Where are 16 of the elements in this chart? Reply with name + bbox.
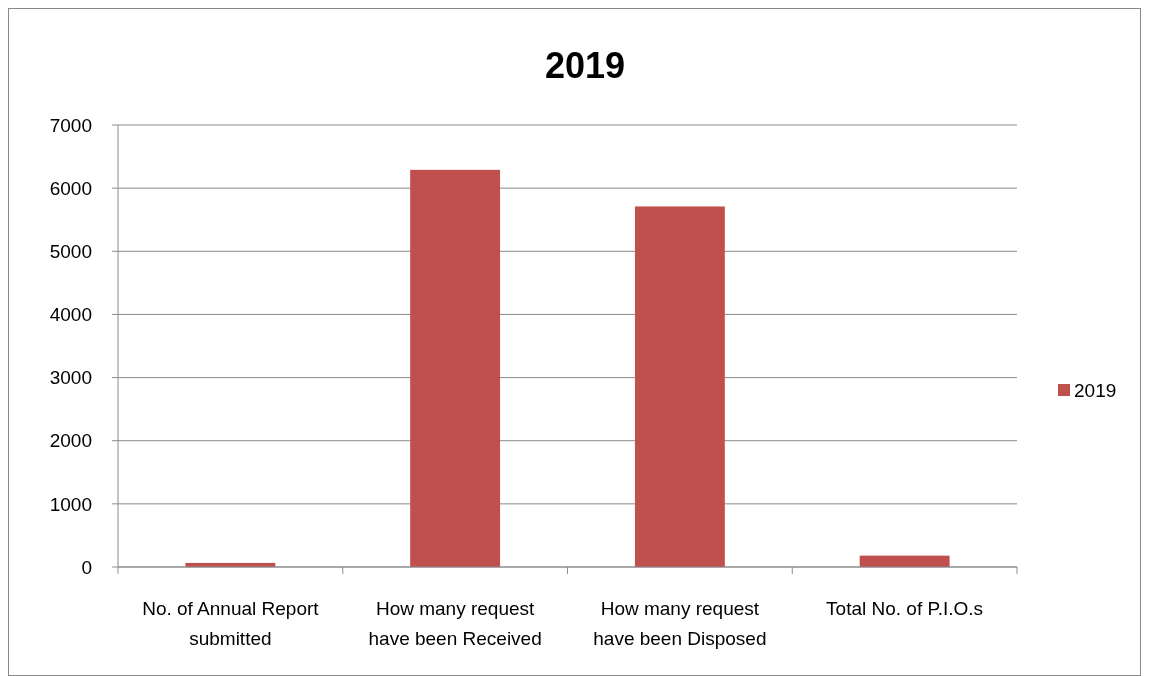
y-tick-label: 6000 (49, 177, 92, 199)
y-tick-label: 4000 (49, 304, 92, 326)
x-tick-label: No. of Annual Report submitted (142, 598, 320, 649)
y-tick-label: 5000 (49, 240, 92, 262)
y-tick-label: 3000 (49, 367, 92, 389)
y-tick-label: 2000 (49, 430, 92, 452)
y-tick-label: 0 (81, 556, 92, 578)
legend-label: 2019 (1074, 379, 1117, 401)
x-tick-label: Total No. of P.I.O.s (826, 598, 984, 619)
x-tick-label: How many request have been Received (368, 598, 542, 649)
chart-title: 2019 (544, 45, 626, 86)
x-tick-label: How many request have been Disposed (593, 598, 767, 649)
y-tick-label: 1000 (49, 493, 92, 515)
y-tick-label: 7000 (49, 114, 92, 136)
bar (410, 169, 501, 567)
bar (634, 206, 725, 567)
